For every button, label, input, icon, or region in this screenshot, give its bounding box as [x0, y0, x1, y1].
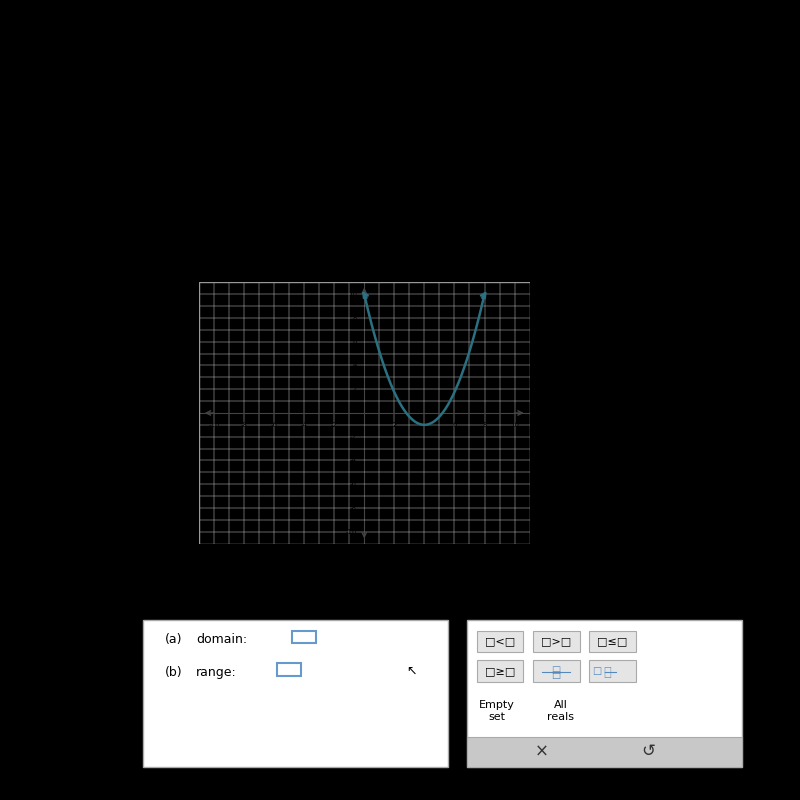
Bar: [589, 630, 636, 652]
Text: set: set: [489, 712, 506, 722]
Text: reals: reals: [547, 712, 574, 722]
Text: □>□: □>□: [541, 637, 571, 646]
Text: domain:: domain:: [196, 634, 247, 646]
Text: -10: -10: [346, 529, 357, 534]
Text: 10: 10: [510, 422, 519, 429]
Text: 6: 6: [452, 422, 457, 429]
Text: -2: -2: [330, 422, 338, 429]
Text: -4: -4: [301, 422, 307, 429]
Bar: [589, 661, 636, 682]
Text: x: x: [533, 408, 538, 418]
Text: □: □: [551, 665, 561, 674]
Bar: [199, 282, 530, 543]
Text: -8: -8: [241, 422, 247, 429]
Text: □: □: [551, 670, 561, 680]
Text: The graph of a quadratic function with vertex (4, −1) is shown in the figure bel: The graph of a quadratic function with v…: [142, 242, 647, 254]
Text: ↺: ↺: [642, 742, 655, 760]
Bar: [277, 663, 301, 676]
Text: Find the domain and the range.: Find the domain and the range.: [142, 261, 336, 274]
Text: All: All: [554, 700, 568, 710]
Bar: [293, 630, 316, 643]
Bar: [533, 630, 579, 652]
Text: 2: 2: [392, 422, 397, 429]
FancyBboxPatch shape: [467, 620, 742, 766]
Text: -8: -8: [350, 505, 357, 511]
Text: Empty: Empty: [479, 700, 515, 710]
Text: □: □: [592, 666, 602, 676]
Text: (a): (a): [165, 634, 182, 646]
Text: 8: 8: [482, 422, 486, 429]
Bar: [467, 737, 742, 766]
Text: -6: -6: [350, 481, 357, 487]
Text: 4: 4: [352, 362, 357, 369]
Text: 2: 2: [392, 422, 397, 429]
Text: range:: range:: [196, 666, 237, 679]
Text: -2: -2: [350, 434, 357, 440]
Text: ×: ×: [535, 742, 549, 760]
Text: 2: 2: [352, 386, 357, 392]
Text: -4: -4: [350, 458, 357, 463]
Bar: [533, 661, 579, 682]
Text: □≤□: □≤□: [597, 637, 627, 646]
Text: □: □: [604, 670, 611, 679]
Text: -6: -6: [270, 422, 278, 429]
Text: □≥□: □≥□: [485, 666, 515, 676]
Text: 8: 8: [352, 315, 357, 321]
Text: Or, you may instead click on "Empty set" or "All reals" as the answer.: Or, you may instead click on "Empty set"…: [142, 593, 554, 606]
Text: □: □: [604, 666, 611, 674]
Text: □<□: □<□: [485, 637, 515, 646]
Text: -10: -10: [208, 422, 220, 429]
Text: Write your answers as inequalities, using x or y as appropriate.: Write your answers as inequalities, usin…: [142, 566, 518, 578]
Text: (b): (b): [165, 666, 182, 679]
Text: 6: 6: [352, 338, 357, 345]
Bar: [477, 630, 523, 652]
Text: 10: 10: [348, 291, 357, 298]
Text: ↖: ↖: [406, 665, 416, 678]
FancyBboxPatch shape: [142, 620, 449, 766]
Bar: [477, 661, 523, 682]
